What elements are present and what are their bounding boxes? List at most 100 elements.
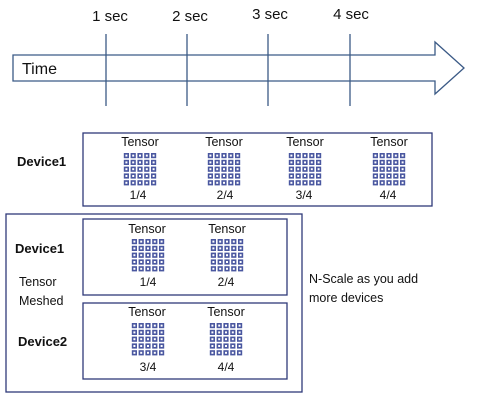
tensor-grid-cell-highlight — [218, 324, 221, 327]
tensor-grid-cell-highlight — [231, 345, 234, 347]
tensor-label: Tensor — [370, 135, 408, 149]
tensor-grid-cell-highlight — [160, 267, 163, 270]
tensor-grid-cell-highlight — [153, 351, 156, 354]
timeline-ticks: 1 sec 2 sec 3 sec 4 sec — [92, 6, 369, 106]
tensor-grid-cell-highlight — [238, 331, 241, 334]
tensor-grid-cell-highlight — [209, 175, 212, 177]
tensor-grid-cell-highlight — [139, 168, 141, 171]
tensor-grid-cell-highlight — [310, 175, 313, 177]
tensor-grid-cell-highlight — [310, 168, 313, 171]
tensor-grid-cell-highlight — [147, 338, 149, 341]
tensor-grid-cell-highlight — [153, 254, 156, 257]
tensor-grid-cell-highlight — [125, 181, 128, 184]
tensor-grid-cell-highlight — [231, 338, 234, 341]
tensor-grid-cell-highlight — [225, 345, 227, 347]
meshed-outer-box — [5, 213, 303, 393]
tensor-grid-cell-highlight — [218, 338, 221, 341]
tensor-grid-cell-highlight — [209, 168, 212, 171]
tensor-grid-cell-highlight — [139, 154, 141, 157]
tensor-grid-cell-highlight — [310, 181, 313, 184]
tensor-grid-cell-highlight — [216, 154, 219, 157]
tensor-grid-cell-highlight — [236, 154, 239, 157]
tensor-label: Tensor — [121, 135, 159, 149]
tensor-grid-cell-highlight — [216, 181, 219, 184]
tensor-grid-icon — [210, 239, 244, 272]
tensor-grid-cell-highlight — [231, 351, 234, 354]
tensor-grid-cell-highlight — [394, 161, 397, 164]
tensor-grid-cell-highlight — [219, 254, 222, 257]
tensor-grid-cell-highlight — [218, 331, 221, 334]
tensor-grid-cell-highlight — [145, 154, 148, 157]
single-device-section: Device1 Tensor 1/4 Tensor 2/4 Tensor 3/4… — [17, 132, 433, 207]
tensor-grid-cell-highlight — [304, 175, 306, 177]
tensor-grid-cell-highlight — [140, 267, 143, 270]
tensor-grid-cell-highlight — [145, 168, 148, 171]
tensor-fraction: 1/4 — [140, 275, 157, 289]
tensor-grid-cell-highlight — [231, 331, 234, 334]
tensor-grid-cell-highlight — [317, 168, 320, 171]
tensor-grid-cell-highlight — [152, 168, 155, 171]
tensor-grid-cell-highlight — [381, 175, 384, 177]
tensor-grid-cell-highlight — [209, 181, 212, 184]
tensor-grid-cell-highlight — [212, 267, 215, 270]
tensor-grid-cell-highlight — [160, 351, 163, 354]
tensor-grid-cell-highlight — [401, 154, 404, 157]
tensor-grid-cell-highlight — [225, 351, 227, 354]
tensor-grid-cell-highlight — [236, 168, 239, 171]
tensor-grid-icon — [123, 153, 157, 186]
tensor-grid-cell-highlight — [238, 351, 241, 354]
scale-note: N-Scale as you add more devices — [309, 272, 418, 305]
tensor-grid-cell-highlight — [133, 338, 136, 341]
tensor-grid-cell-highlight — [381, 168, 384, 171]
tensor-grid-cell-highlight — [381, 161, 384, 164]
tensor-grid-cell-highlight — [160, 324, 163, 327]
tensor-grid-cell-highlight — [232, 240, 235, 243]
tensor-grid-cell-highlight — [153, 345, 156, 347]
time-label: Time — [22, 61, 57, 78]
tensor-grid-cell-highlight — [229, 161, 232, 164]
tensor-grid-cell-highlight — [388, 168, 390, 171]
tensor-grid-cell-highlight — [374, 168, 377, 171]
tensor-fraction: 1/4 — [130, 188, 147, 202]
tensor-grid-cell-highlight — [229, 168, 232, 171]
tensor-grid-cell-highlight — [153, 331, 156, 334]
tensor-fraction: 4/4 — [380, 188, 397, 202]
tensor-label: Tensor — [208, 222, 246, 236]
tensor-grid-cell-highlight — [133, 247, 136, 250]
tensor-grid-cell-highlight — [219, 247, 222, 250]
tensor-grid-cell-highlight — [211, 324, 214, 327]
tensor-grid-cell-highlight — [132, 161, 135, 164]
tensor-grid-cell-highlight — [147, 324, 149, 327]
tensor-grid-cell-highlight — [223, 175, 225, 177]
tensor-grid-cell-highlight — [236, 175, 239, 177]
tensor-grid-cell-highlight — [310, 161, 313, 164]
tensor-grid-cell-highlight — [160, 331, 163, 334]
time-arrow: Time — [12, 40, 465, 96]
scale-note-line1: N-Scale as you add — [309, 272, 418, 286]
tensor-grid-cell-highlight — [238, 338, 241, 341]
tensor-grid-cell-highlight — [140, 351, 143, 354]
tensor-grid-cell-highlight — [226, 267, 228, 270]
device-label-single: Device1 — [17, 154, 66, 169]
tensor-grid-cell-highlight — [297, 181, 300, 184]
tensor-grid-cell-highlight — [231, 324, 234, 327]
tensor-grid-cell-highlight — [212, 261, 215, 263]
tensor-grid-cell-highlight — [160, 345, 163, 347]
tensor-grid-cell-highlight — [132, 154, 135, 157]
tensor-grid-cell-highlight — [133, 345, 136, 347]
tensor-grid-cell-highlight — [140, 261, 143, 263]
tensor-grid-cell-highlight — [401, 181, 404, 184]
tensor-grid-cell-highlight — [374, 161, 377, 164]
tensor-grid-cell-highlight — [229, 154, 232, 157]
tensor-grid-cell-highlight — [133, 324, 136, 327]
tensor-grid-cell-highlight — [140, 345, 143, 347]
tensor-grid-icon — [131, 323, 165, 356]
tensor-grid-cell-highlight — [239, 261, 242, 263]
tensor-grid-cell-highlight — [401, 161, 404, 164]
tensor-grid-cell-highlight — [160, 338, 163, 341]
tensor-grid-cell-highlight — [145, 161, 148, 164]
tensor-meshed-label-line1: Tensor — [19, 275, 57, 289]
tensor-grid-cell-highlight — [394, 154, 397, 157]
tensor-grid-cell-highlight — [216, 168, 219, 171]
